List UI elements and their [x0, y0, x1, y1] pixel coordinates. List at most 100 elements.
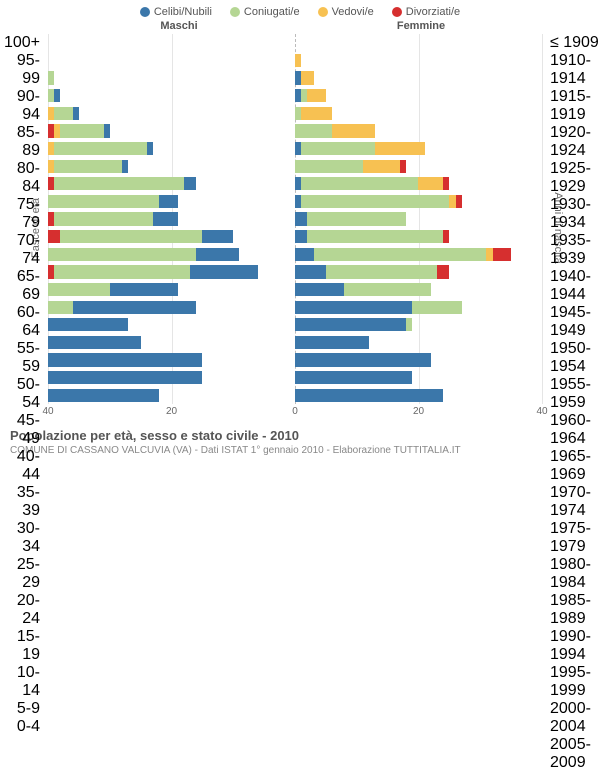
birth-label: 2005-2009 [546, 736, 600, 772]
birth-label: 1935-1939 [546, 232, 600, 268]
pyramid-row [48, 316, 542, 334]
bar-segment [48, 318, 128, 331]
bar-segment [443, 230, 449, 243]
birth-label: 1925-1929 [546, 160, 600, 196]
pyramid-row [48, 140, 542, 158]
bar-segment [202, 230, 233, 243]
bar-segment [295, 212, 307, 225]
legend-swatch [392, 7, 402, 17]
pyramid-row [48, 34, 542, 52]
bar-segment [443, 177, 449, 190]
bar-segment [110, 283, 178, 296]
birth-label: 1915-1919 [546, 88, 600, 124]
age-label: 85-89 [0, 124, 44, 160]
bar-segment [332, 124, 375, 137]
legend-item: Vedovi/e [318, 6, 374, 18]
pyramid-row [48, 175, 542, 193]
age-label: 95-99 [0, 52, 44, 88]
legend-label: Vedovi/e [332, 6, 374, 18]
bar-segment [48, 71, 54, 84]
pyramid-row [48, 281, 542, 299]
birth-label: 1995-1999 [546, 664, 600, 700]
bar-segment [437, 265, 449, 278]
pyramid-row [48, 157, 542, 175]
birth-label: 1965-1969 [546, 448, 600, 484]
pyramid-row [48, 122, 542, 140]
bar-segment [54, 160, 122, 173]
pyramid-row [48, 246, 542, 264]
bar-segment [159, 195, 178, 208]
bar-segment [122, 160, 128, 173]
birth-labels: ≤ 19091910-19141915-19191920-19241925-19… [546, 34, 600, 404]
bar-segment [301, 142, 375, 155]
bar-segment [295, 54, 301, 67]
bar-segment [54, 107, 73, 120]
bar-segment [54, 212, 153, 225]
bar-segment [104, 124, 110, 137]
bar-segment [54, 89, 60, 102]
pyramid-row [48, 263, 542, 281]
birth-label: 1975-1979 [546, 520, 600, 556]
pyramid-row [48, 105, 542, 123]
legend-label: Coniugati/e [244, 6, 300, 18]
birth-label: 2000-2004 [546, 700, 600, 736]
bar-segment [456, 195, 462, 208]
birth-label: 1955-1959 [546, 376, 600, 412]
bar-segment [412, 301, 461, 314]
bar-segment [307, 230, 443, 243]
birth-label: 1960-1964 [546, 412, 600, 448]
bar-segment [48, 230, 60, 243]
age-label: 80-84 [0, 160, 44, 196]
bar-segment [48, 336, 141, 349]
pyramid-row [48, 387, 542, 405]
header-female: Femmine [300, 20, 542, 32]
birth-label: 1980-1984 [546, 556, 600, 592]
bar-segment [48, 371, 202, 384]
birth-label: 1910-1914 [546, 52, 600, 88]
bar-segment [60, 230, 202, 243]
pyramid-row [48, 298, 542, 316]
population-pyramid: Fasce di età Anni di nascita 100+95-9990… [0, 34, 600, 422]
age-label: 70-74 [0, 232, 44, 268]
legend-swatch [318, 7, 328, 17]
age-label: 55-59 [0, 340, 44, 376]
bar-segment [301, 177, 418, 190]
pyramid-row [48, 369, 542, 387]
age-label: 50-54 [0, 376, 44, 412]
footer: Popolazione per età, sesso e stato civil… [0, 422, 600, 460]
age-label: 5-9 [0, 700, 44, 718]
column-headers: Maschi Femmine [0, 20, 600, 34]
bar-segment [418, 177, 443, 190]
bar-segment [307, 89, 326, 102]
age-label: 20-24 [0, 592, 44, 628]
bar-segment [153, 212, 178, 225]
bar-segment [48, 301, 73, 314]
bar-segment [295, 318, 406, 331]
birth-label: 1950-1954 [546, 340, 600, 376]
pyramid-row [48, 210, 542, 228]
bar-segment [295, 336, 369, 349]
age-label: 35-39 [0, 484, 44, 520]
x-tick: 40 [536, 406, 547, 417]
legend-label: Divorziati/e [406, 6, 460, 18]
pyramid-row [48, 193, 542, 211]
age-label: 10-14 [0, 664, 44, 700]
birth-label: 1990-1994 [546, 628, 600, 664]
bar-segment [295, 230, 307, 243]
bar-segment [326, 265, 437, 278]
pyramid-row [48, 351, 542, 369]
bar-segment [54, 142, 147, 155]
pyramid-row [48, 52, 542, 70]
pyramid-row [48, 334, 542, 352]
bar-segment [54, 265, 190, 278]
legend-item: Divorziati/e [392, 6, 460, 18]
bar-segment [363, 160, 400, 173]
age-label: 25-29 [0, 556, 44, 592]
birth-label: ≤ 1909 [546, 34, 600, 52]
age-label: 60-64 [0, 304, 44, 340]
bar-segment [301, 107, 332, 120]
bar-segment [48, 195, 159, 208]
bar-segment [295, 124, 332, 137]
bar-segment [295, 265, 326, 278]
header-male: Maschi [58, 20, 300, 32]
